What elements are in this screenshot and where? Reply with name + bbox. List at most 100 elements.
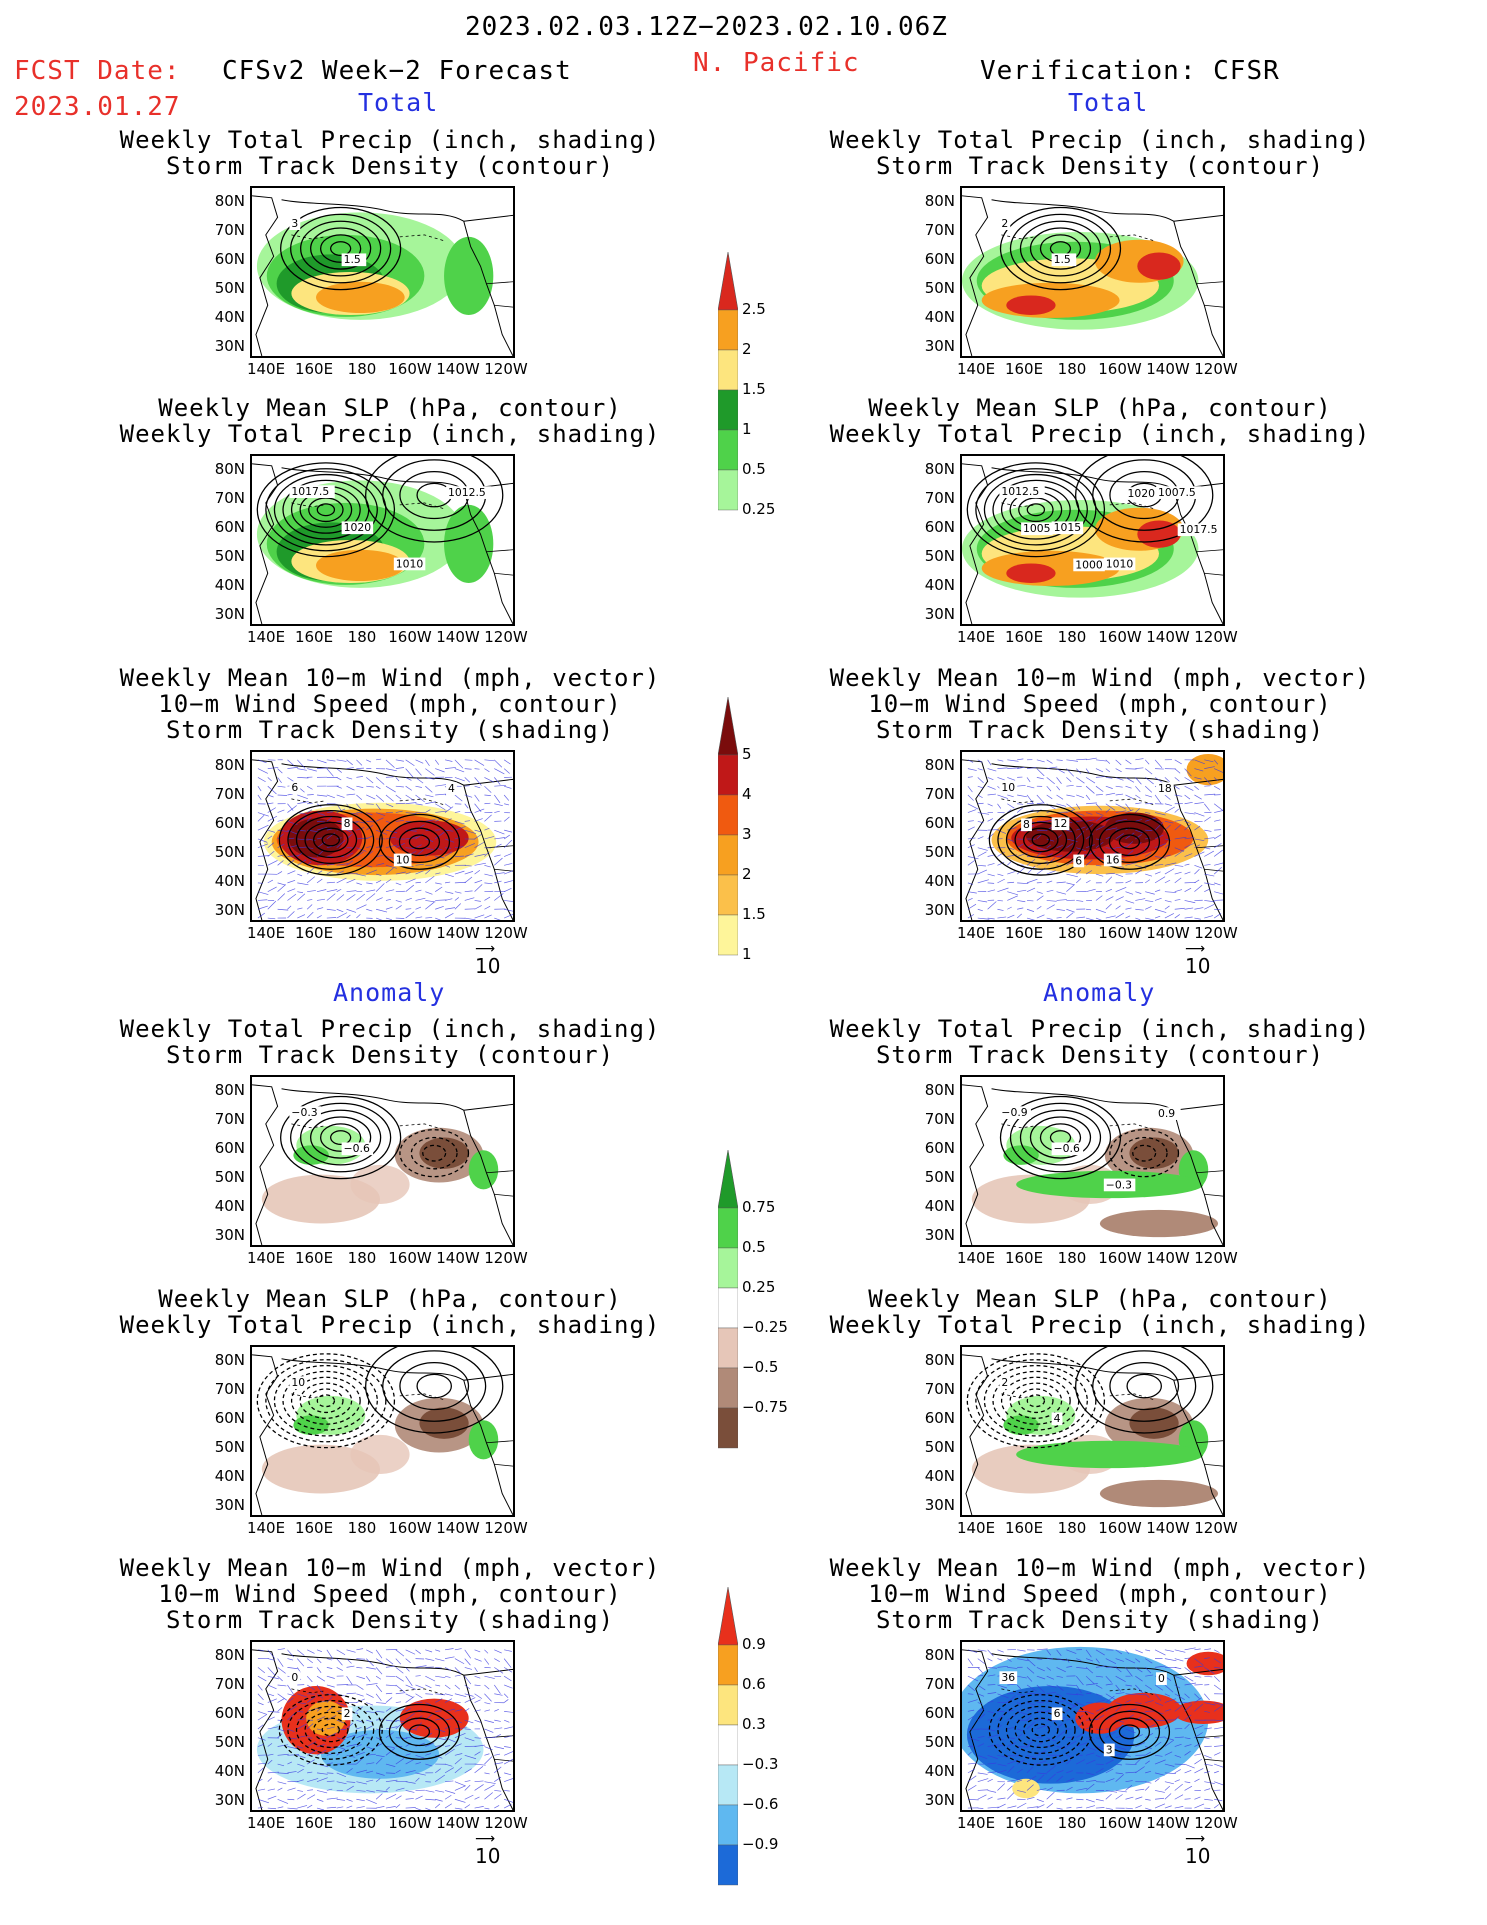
lon-tick-right-3: 120W — [1194, 924, 1238, 942]
lat-tick-left-1: 30N — [214, 337, 245, 355]
lon-tick-left-4: 160W — [388, 1249, 432, 1267]
lon-tick-right-3: 160E — [1004, 924, 1044, 942]
lon-tick-right-5: 160W — [1098, 1519, 1142, 1537]
map-panel-right-3: 10 12 16 18 8 6 — [960, 750, 1225, 922]
lat-tick-left-4: 70N — [214, 1110, 245, 1128]
lat-tick-right-6: 60N — [924, 1704, 955, 1722]
panel-title-left-1-line2: Storm Track Density (contour) — [165, 152, 615, 180]
lat-tick-right-3: 40N — [924, 872, 955, 890]
contour-label: 36 — [999, 1671, 1018, 1684]
svg-text:1010: 1010 — [1106, 557, 1134, 570]
svg-text:−0.9: −0.9 — [1001, 1106, 1027, 1119]
lat-tick-left-6: 80N — [214, 1646, 245, 1664]
lon-tick-right-4: 160E — [1004, 1249, 1044, 1267]
panel-title-right-2-line1: Weekly Mean SLP (hPa, contour) — [868, 394, 1332, 422]
lon-tick-left-1: 180 — [347, 360, 377, 378]
panel-title-right-3-line3: Storm Track Density (shading) — [875, 716, 1325, 744]
lon-tick-left-6: 160E — [294, 1814, 334, 1832]
lat-tick-left-1: 70N — [214, 221, 245, 239]
map-panel-left-4: −0.3 −0.6 — [250, 1075, 515, 1247]
lat-tick-left-2: 80N — [214, 460, 245, 478]
lon-tick-left-2: 160E — [294, 628, 334, 646]
colorbar-precip-anomaly-label: −0.5 — [742, 1358, 779, 1376]
contour-label: 18 — [1156, 782, 1174, 795]
svg-text:−0.6: −0.6 — [344, 1142, 370, 1155]
panel-title-left-3-line1: Weekly Mean 10−m Wind (mph, vector) — [119, 664, 661, 692]
panel-title-left-1-line1: Weekly Total Precip (inch, shading) — [119, 126, 661, 154]
svg-text:8: 8 — [1023, 818, 1030, 831]
vector-reference-value: 10 — [475, 1844, 501, 1868]
panel-title-right-6-line1: Weekly Mean 10−m Wind (mph, vector) — [829, 1554, 1371, 1582]
svg-text:1017.5: 1017.5 — [1180, 523, 1218, 536]
map-plot-left-4: −0.3 −0.6 — [252, 1084, 513, 1245]
panel-title-left-3-line2: 10−m Wind Speed (mph, contour) — [158, 690, 622, 718]
lon-tick-left-3: 180 — [347, 924, 377, 942]
lat-tick-right-6: 30N — [924, 1791, 955, 1809]
lat-tick-right-1: 80N — [924, 192, 955, 210]
contour-label: −0.6 — [341, 1142, 374, 1155]
panel-title-right-2-line2: Weekly Total Precip (inch, shading) — [829, 420, 1371, 448]
lat-tick-left-6: 60N — [214, 1704, 245, 1722]
lat-tick-left-3: 70N — [214, 785, 245, 803]
contour-label: 3 — [1103, 1743, 1115, 1756]
lat-tick-left-1: 80N — [214, 192, 245, 210]
svg-text:1012.5: 1012.5 — [1001, 485, 1039, 498]
lat-tick-right-5: 50N — [924, 1438, 955, 1456]
panel-title-left-2-line2: Weekly Total Precip (inch, shading) — [119, 420, 661, 448]
lon-tick-left-2: 140W — [436, 628, 480, 646]
lat-tick-left-2: 70N — [214, 489, 245, 507]
contour-label: 1000 — [1073, 558, 1105, 571]
colorbar-precip-anomaly-label: 0.25 — [742, 1278, 776, 1296]
lon-tick-right-2: 180 — [1057, 628, 1087, 646]
lon-tick-left-5: 140E — [246, 1519, 286, 1537]
lon-tick-left-5: 160E — [294, 1519, 334, 1537]
map-panel-right-1: 2 1.5 — [960, 186, 1225, 358]
lat-tick-right-5: 70N — [924, 1380, 955, 1398]
svg-text:4: 4 — [448, 782, 455, 795]
svg-text:3: 3 — [291, 217, 298, 230]
panel-title-right-4-line1: Weekly Total Precip (inch, shading) — [829, 1015, 1371, 1043]
svg-text:1020: 1020 — [1127, 487, 1155, 500]
svg-text:12: 12 — [1054, 817, 1068, 830]
colorbar-precip-anomaly-label: 0.5 — [742, 1238, 766, 1256]
lat-tick-left-6: 50N — [214, 1733, 245, 1751]
svg-text:18: 18 — [1158, 782, 1172, 795]
svg-text:0: 0 — [291, 1671, 298, 1684]
lon-tick-right-5: 120W — [1194, 1519, 1238, 1537]
vector-reference: ⟶ 10 — [475, 941, 501, 978]
svg-text:2: 2 — [344, 1707, 351, 1720]
lat-tick-left-6: 40N — [214, 1762, 245, 1780]
lon-tick-left-4: 140E — [246, 1249, 286, 1267]
map-plot-right-2: 1012.5 1015 1010 1007.5 1005 1000 1020 1017.5 — [962, 456, 1223, 624]
lon-tick-right-4: 180 — [1057, 1249, 1087, 1267]
lon-tick-left-6: 140E — [246, 1814, 286, 1832]
lon-tick-left-3: 140E — [246, 924, 286, 942]
lon-tick-right-6: 160E — [1004, 1814, 1044, 1832]
svg-text:10: 10 — [396, 853, 410, 866]
lat-tick-right-3: 60N — [924, 814, 955, 832]
lat-tick-left-5: 60N — [214, 1409, 245, 1427]
colorbar-precip-total-label: 2 — [742, 340, 752, 358]
contour-label: 6 — [1073, 854, 1085, 867]
lon-tick-left-5: 180 — [347, 1519, 377, 1537]
map-panel-right-2: 1012.5 1015 1010 1007.5 1005 1000 1020 1017.5 — [960, 454, 1225, 626]
lon-tick-left-2: 180 — [347, 628, 377, 646]
lon-tick-right-2: 160W — [1098, 628, 1142, 646]
svg-text:8: 8 — [344, 817, 351, 830]
contour-label: 8 — [1021, 818, 1032, 831]
contour-label: 12 — [1051, 817, 1070, 830]
panel-title-left-5-line2: Weekly Total Precip (inch, shading) — [119, 1311, 661, 1339]
panel-title-right-5-line1: Weekly Mean SLP (hPa, contour) — [868, 1285, 1332, 1313]
lon-tick-right-1: 140E — [956, 360, 996, 378]
lat-tick-left-5: 80N — [214, 1351, 245, 1369]
map-panel-left-2: 1017.5 1020 1010 1012.5 — [250, 454, 515, 626]
lon-tick-right-6: 120W — [1194, 1814, 1238, 1832]
colorbar-storm-anomaly-label: −0.6 — [742, 1795, 779, 1813]
lat-tick-left-2: 60N — [214, 518, 245, 536]
lon-tick-left-4: 140W — [436, 1249, 480, 1267]
vector-reference-value: 10 — [1185, 954, 1211, 978]
lon-tick-right-2: 140W — [1146, 628, 1190, 646]
colorbar-precip-total-label: 1 — [742, 420, 752, 438]
panel-title-left-2-line1: Weekly Mean SLP (hPa, contour) — [158, 394, 622, 422]
svg-text:1005: 1005 — [1023, 522, 1051, 535]
